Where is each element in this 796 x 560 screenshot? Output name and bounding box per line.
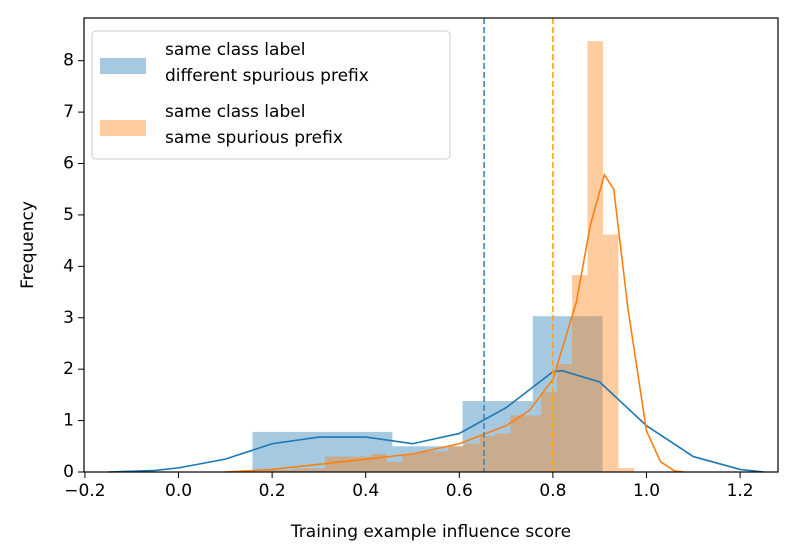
x-tick-label: 0.0	[165, 481, 192, 501]
x-tick-label: −0.2	[64, 481, 105, 501]
histogram-bar	[556, 364, 573, 472]
y-axis-label: Frequency	[18, 201, 38, 289]
legend-label-line: different spurious prefix	[165, 66, 369, 86]
histogram-bar	[417, 451, 434, 472]
histogram-bar	[278, 469, 295, 472]
histogram-bar	[325, 456, 341, 472]
kde-line	[225, 172, 685, 473]
legend-label: same class label same spurious prefix	[165, 102, 343, 148]
histogram-bar	[532, 316, 603, 472]
histogram-bar	[463, 443, 480, 472]
histogram-bar	[510, 415, 526, 472]
histogram-bar	[448, 446, 464, 472]
kde-line	[108, 369, 764, 473]
histogram-bar	[479, 436, 495, 472]
histogram-bar	[263, 469, 279, 472]
legend-swatch	[100, 120, 146, 136]
y-tick-label: 0	[63, 462, 74, 482]
x-tick-label: 1.0	[633, 481, 660, 501]
y-tick-label: 2	[63, 359, 74, 379]
y-tick-label: 7	[63, 102, 74, 122]
y-tick-label: 6	[63, 154, 74, 174]
histogram-bar	[618, 467, 634, 472]
histogram-bar	[294, 468, 310, 472]
legend-box	[91, 30, 451, 160]
histogram-bar	[541, 392, 557, 472]
y-tick-label: 4	[63, 256, 74, 276]
y-tick-label: 8	[63, 51, 74, 71]
histogram-bar	[309, 468, 326, 472]
histogram-bar	[340, 456, 356, 472]
x-tick-label: 0.8	[539, 481, 566, 501]
histogram-bar	[494, 433, 511, 472]
legend-label-line: same spurious prefix	[165, 128, 343, 148]
legend-label: same class label different spurious prefi…	[165, 40, 369, 86]
histogram-bar	[602, 234, 619, 472]
plot-frame	[83, 17, 779, 473]
legend-swatch	[100, 58, 146, 74]
histogram-bar	[386, 461, 403, 472]
legend-label-line: same class label	[165, 40, 305, 60]
x-tick-label: 0.4	[352, 481, 379, 501]
histogram-bar	[525, 415, 542, 472]
histogram-bar	[572, 275, 588, 472]
y-tick-label: 5	[63, 205, 74, 225]
x-axis-label: Training example influence score	[290, 522, 571, 542]
x-tick-label: 1.2	[727, 481, 754, 501]
histogram-bar	[433, 451, 449, 472]
y-tick-label: 1	[63, 411, 74, 431]
x-tick-label: 0.2	[259, 481, 286, 501]
histogram-bar	[402, 454, 418, 472]
y-tick-label: 3	[63, 308, 74, 328]
x-tick-label: 0.6	[446, 481, 473, 501]
legend-label-line: same class label	[165, 102, 305, 122]
histogram-bar	[587, 41, 603, 473]
